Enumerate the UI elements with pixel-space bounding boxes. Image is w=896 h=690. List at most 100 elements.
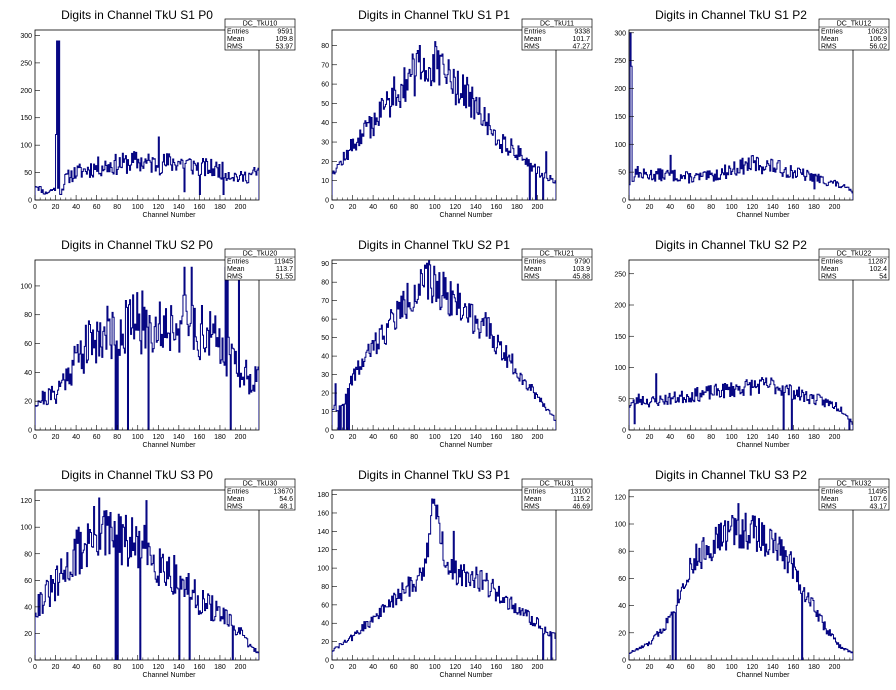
- x-axis-label: Channel Number: [440, 442, 494, 449]
- x-tick-label: 200: [829, 204, 841, 211]
- y-tick-label: 80: [321, 280, 329, 287]
- x-tick-label: 40: [666, 434, 674, 441]
- y-tick-label: 80: [24, 312, 32, 319]
- histogram-line: [35, 497, 259, 660]
- x-axis-label: Channel Number: [737, 212, 791, 219]
- y-tick-label: 200: [20, 88, 32, 95]
- x-tick-label: 140: [173, 204, 185, 211]
- y-tick-label: 0: [325, 428, 329, 435]
- stats-value: 9591: [277, 29, 293, 36]
- plot-frame: [628, 29, 854, 201]
- y-tick-label: 100: [614, 365, 626, 372]
- stats-value: 43.17: [869, 504, 887, 511]
- stats-value: 106.9: [869, 36, 887, 43]
- stats-value: 48.1: [279, 504, 293, 511]
- x-tick-label: 160: [194, 664, 206, 671]
- stats-label: Entries: [227, 29, 249, 36]
- histogram-title: Digits in Channel TkU S2 P0: [61, 238, 213, 252]
- y-tick-label: 250: [614, 58, 626, 65]
- plot-frame: [34, 489, 260, 661]
- y-tick-label: 0: [622, 658, 626, 665]
- stats-name: DC_TkU12: [837, 21, 872, 28]
- x-tick-label: 80: [410, 664, 418, 671]
- x-tick-label: 180: [808, 434, 820, 441]
- x-tick-label: 0: [33, 434, 37, 441]
- y-tick-label: 160: [317, 510, 329, 517]
- x-tick-label: 40: [666, 664, 674, 671]
- x-tick-label: 160: [194, 204, 206, 211]
- y-tick-label: 0: [28, 198, 32, 205]
- x-tick-label: 100: [132, 204, 144, 211]
- x-axis-label: Channel Number: [143, 672, 197, 679]
- y-tick-label: 120: [317, 547, 329, 554]
- x-tick-label: 0: [330, 434, 334, 441]
- x-tick-label: 100: [429, 204, 441, 211]
- stats-label: Mean: [227, 496, 245, 503]
- stats-label: Entries: [821, 29, 843, 36]
- y-tick-label: 40: [618, 603, 626, 610]
- plot-frame: [34, 259, 260, 431]
- x-tick-label: 0: [33, 664, 37, 671]
- stats-name: DC_TkU22: [837, 251, 872, 258]
- x-tick-label: 140: [767, 434, 779, 441]
- x-tick-label: 200: [532, 664, 544, 671]
- histogram-title: Digits in Channel TkU S2 P1: [358, 238, 510, 252]
- x-tick-label: 20: [646, 204, 654, 211]
- x-tick-label: 20: [646, 664, 654, 671]
- stats-name: DC_TkU11: [540, 21, 574, 28]
- x-tick-label: 100: [132, 664, 144, 671]
- stats-label: Mean: [524, 266, 542, 273]
- y-tick-label: 40: [321, 621, 329, 628]
- stats-value: 46.69: [572, 504, 590, 511]
- histogram-title: Digits in Channel TkU S3 P1: [358, 468, 510, 482]
- histogram-panel: Digits in Channel TkU S1 P2 0 20 40 60 80 100 1…: [614, 8, 890, 219]
- x-tick-label: 80: [707, 664, 715, 671]
- y-tick-label: 150: [614, 114, 626, 121]
- x-tick-label: 200: [235, 664, 247, 671]
- y-tick-label: 140: [317, 529, 329, 536]
- x-tick-label: 100: [429, 434, 441, 441]
- x-tick-label: 80: [410, 204, 418, 211]
- stats-label: Entries: [821, 489, 843, 496]
- stats-label: Entries: [227, 489, 249, 496]
- stats-name: DC_TkU31: [540, 481, 575, 488]
- x-tick-label: 80: [113, 204, 121, 211]
- stats-label: Entries: [524, 29, 546, 36]
- stats-box-frame: [818, 478, 890, 511]
- stats-name: DC_TkU32: [837, 481, 872, 488]
- y-tick-label: 300: [20, 33, 32, 40]
- x-axis-label: Channel Number: [737, 442, 791, 449]
- stats-value: 107.6: [869, 496, 887, 503]
- x-tick-label: 40: [369, 204, 377, 211]
- x-axis-label: Channel Number: [737, 672, 791, 679]
- y-tick-label: 40: [24, 604, 32, 611]
- histogram-title: Digits in Channel TkU S3 P2: [655, 468, 807, 482]
- y-tick-label: 10: [321, 409, 329, 416]
- stats-value: 113.7: [276, 266, 293, 273]
- y-tick-label: 100: [614, 522, 626, 529]
- stats-value: 9790: [574, 259, 590, 266]
- x-tick-label: 60: [390, 434, 398, 441]
- y-tick-label: 90: [321, 261, 329, 268]
- y-tick-label: 0: [28, 658, 32, 665]
- x-tick-label: 60: [687, 664, 695, 671]
- x-tick-label: 0: [330, 204, 334, 211]
- x-tick-label: 200: [829, 664, 841, 671]
- stats-box-frame: [818, 248, 890, 281]
- stats-box-frame: [521, 478, 593, 511]
- histogram-panel: Digits in Channel TkU S2 P10 20 40 60 80 100 1…: [321, 238, 593, 449]
- x-tick-label: 80: [113, 664, 121, 671]
- x-tick-label: 140: [173, 434, 185, 441]
- x-tick-label: 40: [72, 204, 80, 211]
- y-tick-label: 0: [622, 428, 626, 435]
- stats-value: 11945: [274, 259, 293, 266]
- x-tick-label: 20: [646, 434, 654, 441]
- stats-name: DC_TkU20: [243, 251, 278, 258]
- histogram-title: Digits in Channel TkU S2 P2: [655, 238, 807, 252]
- stats-label: Mean: [821, 496, 839, 503]
- histogram-panel: Digits in Channel TkU S1 P10 20 40 60 80 100 1…: [321, 8, 593, 219]
- x-tick-label: 200: [235, 434, 247, 441]
- x-tick-label: 20: [52, 204, 60, 211]
